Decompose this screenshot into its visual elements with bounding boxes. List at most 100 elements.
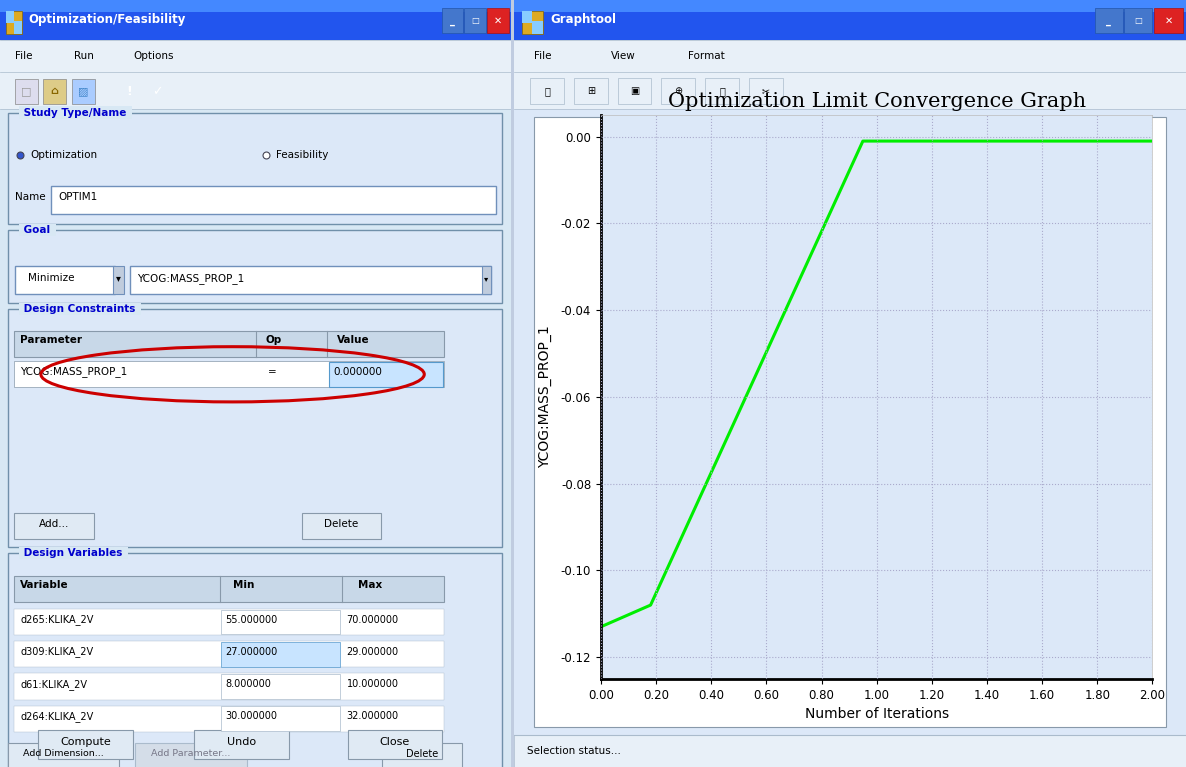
Text: Variable: Variable	[20, 580, 69, 591]
FancyBboxPatch shape	[482, 266, 491, 294]
FancyBboxPatch shape	[14, 331, 444, 357]
FancyBboxPatch shape	[221, 610, 340, 634]
FancyBboxPatch shape	[7, 553, 503, 767]
Bar	[530, 78, 565, 104]
FancyBboxPatch shape	[441, 8, 463, 33]
Text: Add Dimension...: Add Dimension...	[23, 749, 103, 759]
Text: Add...: Add...	[39, 518, 69, 529]
Text: Format: Format	[688, 51, 725, 61]
FancyBboxPatch shape	[7, 113, 503, 224]
Text: OPTIM1: OPTIM1	[59, 192, 98, 202]
Bar	[706, 78, 739, 104]
FancyBboxPatch shape	[514, 40, 1186, 72]
Bar	[6, 11, 23, 34]
FancyBboxPatch shape	[14, 641, 444, 667]
FancyBboxPatch shape	[301, 513, 381, 539]
FancyBboxPatch shape	[534, 117, 1166, 727]
FancyBboxPatch shape	[135, 743, 247, 767]
Text: 0.000000: 0.000000	[333, 367, 383, 377]
Y-axis label: YCOG:MASS_PROP_1: YCOG:MASS_PROP_1	[538, 325, 553, 469]
Text: Delete: Delete	[324, 518, 358, 529]
Text: d264:KLIKA_2V: d264:KLIKA_2V	[20, 711, 94, 722]
FancyBboxPatch shape	[14, 609, 444, 635]
Bar	[522, 11, 533, 23]
FancyBboxPatch shape	[7, 743, 119, 767]
FancyBboxPatch shape	[329, 362, 444, 387]
FancyBboxPatch shape	[514, 0, 1186, 767]
FancyBboxPatch shape	[0, 109, 511, 767]
FancyBboxPatch shape	[487, 8, 509, 33]
Text: Options: Options	[133, 51, 173, 61]
Text: ✕: ✕	[1165, 15, 1173, 26]
FancyBboxPatch shape	[514, 72, 1186, 109]
Text: Max: Max	[358, 580, 382, 591]
Text: ⊕: ⊕	[674, 86, 682, 97]
FancyBboxPatch shape	[14, 513, 94, 539]
Text: 70.000000: 70.000000	[346, 614, 398, 625]
FancyBboxPatch shape	[0, 0, 511, 40]
Bar	[533, 21, 543, 34]
FancyBboxPatch shape	[514, 0, 1186, 12]
Text: ⌂: ⌂	[51, 86, 58, 97]
Text: ▾: ▾	[484, 274, 489, 283]
FancyBboxPatch shape	[195, 730, 289, 759]
Text: 🔍: 🔍	[719, 86, 725, 97]
FancyBboxPatch shape	[1124, 8, 1153, 33]
FancyBboxPatch shape	[1154, 8, 1182, 33]
Text: 10.000000: 10.000000	[346, 679, 398, 690]
Text: 🖨: 🖨	[544, 86, 550, 97]
Text: _: _	[1107, 15, 1111, 26]
FancyBboxPatch shape	[14, 673, 444, 700]
Text: ⊞: ⊞	[587, 86, 595, 97]
Title: Optimization Limit Convergence Graph: Optimization Limit Convergence Graph	[668, 92, 1085, 110]
FancyBboxPatch shape	[0, 0, 511, 12]
FancyBboxPatch shape	[514, 109, 1186, 767]
Text: ▨: ▨	[77, 86, 88, 97]
FancyBboxPatch shape	[14, 361, 444, 387]
Bar	[14, 21, 23, 34]
Text: _: _	[449, 15, 454, 26]
FancyBboxPatch shape	[514, 735, 1186, 767]
FancyBboxPatch shape	[51, 186, 496, 214]
Text: □: □	[471, 16, 479, 25]
X-axis label: Number of Iterations: Number of Iterations	[804, 707, 949, 721]
FancyBboxPatch shape	[0, 72, 511, 109]
Text: 27.000000: 27.000000	[225, 647, 278, 657]
Text: d309:KLIKA_2V: d309:KLIKA_2V	[20, 647, 94, 657]
Text: Selection status...: Selection status...	[527, 746, 620, 756]
Text: □: □	[21, 86, 32, 97]
Text: Optimization/Feasibility: Optimization/Feasibility	[28, 14, 185, 26]
Bar	[15, 79, 38, 104]
Bar	[574, 78, 607, 104]
Text: =: =	[268, 367, 278, 377]
Text: Design Constraints: Design Constraints	[20, 304, 140, 314]
FancyBboxPatch shape	[114, 266, 123, 294]
Text: Minimize: Minimize	[28, 273, 75, 284]
Bar	[618, 78, 651, 104]
FancyBboxPatch shape	[1095, 8, 1123, 33]
Text: 8.000000: 8.000000	[225, 679, 270, 690]
Text: ✂: ✂	[761, 86, 770, 97]
Text: 55.000000: 55.000000	[225, 614, 278, 625]
FancyBboxPatch shape	[382, 743, 461, 767]
FancyBboxPatch shape	[14, 576, 444, 602]
Text: 30.000000: 30.000000	[225, 711, 276, 722]
FancyBboxPatch shape	[514, 0, 1186, 40]
Text: Close: Close	[380, 737, 410, 748]
FancyBboxPatch shape	[464, 8, 485, 33]
Text: ✕: ✕	[493, 15, 502, 26]
Text: Add Parameter...: Add Parameter...	[152, 749, 231, 759]
FancyBboxPatch shape	[221, 674, 340, 699]
Bar	[662, 78, 695, 104]
Text: Design Variables: Design Variables	[20, 548, 127, 558]
Text: Optimization: Optimization	[31, 150, 97, 160]
Bar	[6, 11, 14, 23]
Bar	[522, 11, 543, 34]
FancyBboxPatch shape	[14, 706, 444, 732]
Text: d265:KLIKA_2V: d265:KLIKA_2V	[20, 614, 94, 625]
Text: Run: Run	[74, 51, 94, 61]
Text: Delete: Delete	[406, 749, 439, 759]
FancyBboxPatch shape	[38, 730, 133, 759]
Text: Op: Op	[266, 334, 282, 345]
FancyBboxPatch shape	[7, 230, 503, 303]
